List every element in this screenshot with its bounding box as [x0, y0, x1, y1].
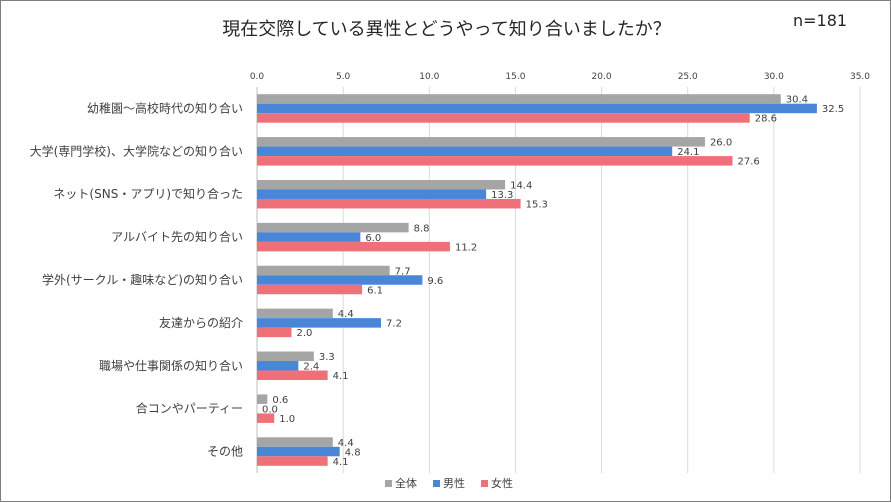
bar-男性 — [257, 318, 382, 328]
data-label: 14.4 — [510, 180, 532, 191]
category-label: アルバイト先の知り合い — [111, 229, 243, 244]
data-label: 2.0 — [296, 328, 312, 339]
data-label: 4.1 — [333, 371, 349, 382]
x-tick-label: 0.0 — [250, 72, 265, 82]
legend-swatch-男性 — [433, 480, 440, 487]
bar-全体 — [257, 394, 268, 404]
legend-swatch-全体 — [385, 480, 392, 487]
data-label: 6.0 — [365, 233, 381, 244]
category-label: 友達からの紹介 — [159, 316, 243, 330]
data-label: 0.0 — [262, 404, 278, 415]
bar-全体 — [257, 137, 705, 147]
data-label: 3.3 — [319, 352, 335, 363]
bar-全体 — [257, 222, 409, 233]
legend-label: 女性 — [491, 476, 513, 490]
data-label: 28.6 — [755, 114, 777, 125]
data-label: 7.7 — [395, 266, 411, 277]
bar-女性 — [257, 456, 328, 466]
data-label: 8.8 — [414, 223, 430, 234]
bar-全体 — [257, 94, 781, 104]
bar-女性 — [257, 284, 363, 295]
data-label: 15.3 — [526, 199, 548, 210]
data-label: 4.4 — [338, 438, 354, 449]
category-label: 大学(専門学校)、大学院などの知り合い — [30, 143, 243, 158]
bar-女性 — [257, 198, 521, 209]
chart-title: 現在交際している異性とどうやって知り合いましたか？ — [222, 19, 671, 40]
data-label: 32.5 — [822, 104, 844, 115]
category-label: その他 — [207, 445, 243, 459]
data-label: 4.4 — [338, 309, 354, 320]
data-label: 2.4 — [303, 362, 319, 373]
bar-男性 — [257, 275, 423, 285]
data-label: 24.1 — [677, 147, 699, 158]
bar-男性 — [257, 103, 817, 114]
x-tick-label: 25.0 — [678, 72, 698, 82]
bar-女性 — [257, 241, 450, 252]
bar-全体 — [257, 437, 333, 447]
x-tick-label: 30.0 — [764, 72, 784, 82]
x-tick-label: 15.0 — [505, 72, 525, 82]
category-label: 幼稚園～高校時代の知り合い — [87, 100, 243, 115]
bar-男性 — [257, 446, 340, 457]
bar-女性 — [257, 370, 328, 381]
data-label: 1.0 — [279, 414, 295, 425]
sample-size-label: n=181 — [793, 11, 848, 30]
bar-全体 — [257, 351, 314, 362]
x-tick-label: 20.0 — [592, 72, 612, 82]
data-label: 11.2 — [455, 242, 477, 253]
data-label: 9.6 — [427, 276, 443, 287]
x-tick-label: 10.0 — [419, 72, 439, 82]
legend-swatch-女性 — [481, 480, 488, 487]
category-label: 職場や仕事関係の知り合い — [99, 358, 243, 373]
bar-男性 — [257, 361, 299, 371]
legend-label: 男性 — [443, 476, 465, 490]
bar-男性 — [257, 232, 361, 242]
data-label: 7.2 — [386, 319, 402, 330]
data-label: 26.0 — [710, 138, 732, 149]
bar-全体 — [257, 308, 333, 319]
bar-男性 — [257, 189, 487, 199]
data-label: 4.8 — [345, 447, 361, 458]
bar-女性 — [257, 156, 733, 166]
bar-女性 — [257, 113, 750, 123]
data-label: 6.1 — [367, 285, 383, 296]
bar-女性 — [257, 413, 275, 423]
data-label: 4.1 — [333, 457, 349, 468]
data-label: 13.3 — [491, 190, 513, 201]
bar-全体 — [257, 179, 506, 190]
category-label: 合コンやパーティー — [136, 401, 243, 416]
category-label: ネット(SNS・アプリ)で知り合った — [53, 186, 243, 201]
bar-全体 — [257, 265, 390, 276]
x-tick-label: 35.0 — [850, 72, 870, 82]
x-tick-label: 5.0 — [336, 72, 351, 82]
legend-label: 全体 — [395, 476, 417, 490]
bar-男性 — [257, 146, 673, 157]
data-label: 0.6 — [272, 395, 288, 406]
bar-女性 — [257, 327, 292, 338]
data-label: 27.6 — [738, 157, 760, 168]
data-label: 30.4 — [786, 95, 808, 106]
category-label: 学外(サークル・趣味など)の知り合い — [42, 272, 243, 287]
